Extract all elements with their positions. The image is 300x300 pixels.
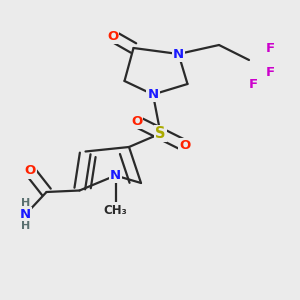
- Text: H: H: [21, 198, 30, 208]
- Text: O: O: [179, 139, 190, 152]
- Text: N: N: [20, 208, 31, 221]
- Text: F: F: [266, 65, 274, 79]
- Text: N: N: [173, 47, 184, 61]
- Text: O: O: [107, 29, 118, 43]
- Text: N: N: [110, 203, 121, 217]
- Text: F: F: [249, 77, 258, 91]
- Text: O: O: [24, 164, 36, 178]
- Text: S: S: [155, 126, 166, 141]
- Text: N: N: [147, 88, 159, 101]
- Text: CH₃: CH₃: [103, 203, 127, 217]
- Text: F: F: [266, 41, 274, 55]
- Text: H: H: [21, 221, 30, 231]
- Text: O: O: [131, 115, 142, 128]
- Text: N: N: [110, 169, 121, 182]
